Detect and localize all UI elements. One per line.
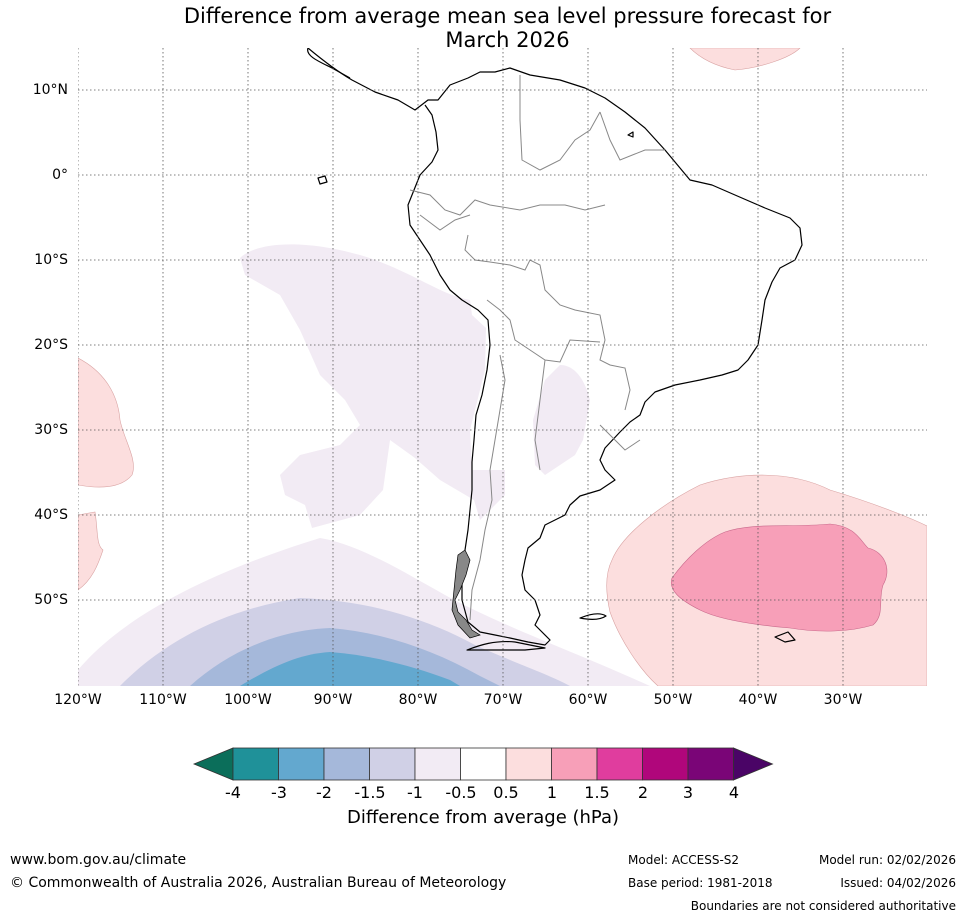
colorbar-tick-label: -4: [225, 783, 241, 802]
footer-issued: Issued: 04/02/2026: [840, 876, 956, 890]
colorbar-tick-label: -0.5: [445, 783, 477, 802]
borders: [409, 75, 665, 621]
footer-base-period: Base period: 1981-2018: [628, 876, 773, 890]
lon-label: 60°W: [568, 692, 608, 708]
colorbar-title: Difference from average (hPa): [346, 807, 620, 828]
colorbar-swatch: [551, 747, 598, 781]
graticule: [78, 48, 927, 686]
colorbar-tick-label: 0.5: [493, 783, 519, 802]
continent-outline: [307, 48, 803, 651]
colorbar-tick-label: -1.5: [354, 783, 386, 802]
anomaly-neg0.5-brazil: [533, 365, 590, 475]
chile-archipelago: [451, 549, 481, 639]
footer-model: Model: ACCESS-S2: [628, 853, 740, 867]
colorbar-swatch: [414, 747, 461, 781]
map-title: Difference from average mean sea level p…: [0, 4, 965, 52]
lon-label: 80°W: [398, 692, 438, 708]
map-title-line2: March 2026: [445, 28, 570, 52]
anomaly-pos1-atlantic: [670, 523, 888, 632]
anomaly-pos0.5-west-lower: [78, 511, 104, 591]
map-title-line1: Difference from average mean sea level p…: [183, 4, 832, 28]
colorbar-swatch: [642, 747, 689, 781]
colorbar: [192, 747, 774, 781]
colorbar-tick-label: -1: [407, 783, 423, 802]
lon-label: 90°W: [313, 692, 353, 708]
colorbar-arrow-low: [192, 747, 234, 781]
footer-disclaimer: Boundaries are not considered authoritat…: [690, 899, 956, 913]
lat-label: 40°S: [34, 507, 68, 523]
lon-label: 120°W: [54, 692, 102, 708]
colorbar-tick-label: 2: [637, 783, 649, 802]
anomaly-pos0.5-north-corner: [689, 48, 801, 71]
lon-label: 40°W: [738, 692, 778, 708]
colorbar-swatch: [460, 747, 507, 781]
lon-label: 100°W: [224, 692, 272, 708]
colorbar-swatch: [278, 747, 325, 781]
anomaly-pos0.5-west-upper: [78, 357, 134, 488]
footer-copyright: © Commonwealth of Australia 2026, Austra…: [10, 875, 507, 891]
lat-label: 20°S: [34, 337, 68, 353]
colorbar-tick-label: 1.5: [584, 783, 610, 802]
lon-label: 50°W: [653, 692, 693, 708]
lat-label: 30°S: [34, 422, 68, 438]
lat-label: 50°S: [34, 592, 68, 608]
colorbar-tick-label: 1: [546, 783, 558, 802]
colorbar-swatch: [369, 747, 416, 781]
lat-label: 10°N: [32, 82, 68, 98]
lon-label: 110°W: [139, 692, 187, 708]
colorbar-swatch: [687, 747, 734, 781]
lon-label: 30°W: [823, 692, 863, 708]
colorbar-tick-label: -3: [271, 783, 287, 802]
colorbar-swatch: [323, 747, 370, 781]
lat-label: 0°: [52, 167, 68, 183]
footer-model-run: Model run: 02/02/2026: [818, 853, 956, 867]
lat-label: 10°S: [34, 252, 68, 268]
anomaly-neg2: [240, 652, 460, 686]
colorbar-tick-label: -2: [316, 783, 332, 802]
colorbar-swatch: [232, 747, 279, 781]
colorbar-swatch: [596, 747, 643, 781]
colorbar-arrow-high: [733, 747, 774, 781]
colorbar-tick-label: 3: [682, 783, 694, 802]
colorbar-swatch: [505, 747, 552, 781]
anomaly-neg0.5-north: [240, 244, 505, 528]
footer-website: www.bom.gov.au/climate: [10, 852, 187, 868]
lon-label: 70°W: [483, 692, 523, 708]
colorbar-tick-label: 4: [728, 783, 740, 802]
